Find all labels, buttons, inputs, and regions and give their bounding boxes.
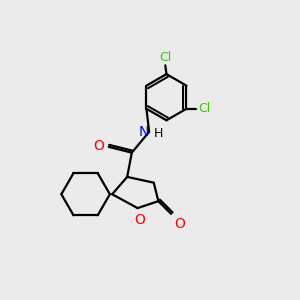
Text: O: O (134, 213, 145, 227)
Text: O: O (175, 217, 185, 231)
Text: N: N (139, 125, 149, 139)
Text: Cl: Cl (159, 51, 171, 64)
Text: H: H (153, 127, 163, 140)
Text: Cl: Cl (198, 102, 210, 115)
Text: O: O (93, 140, 104, 153)
